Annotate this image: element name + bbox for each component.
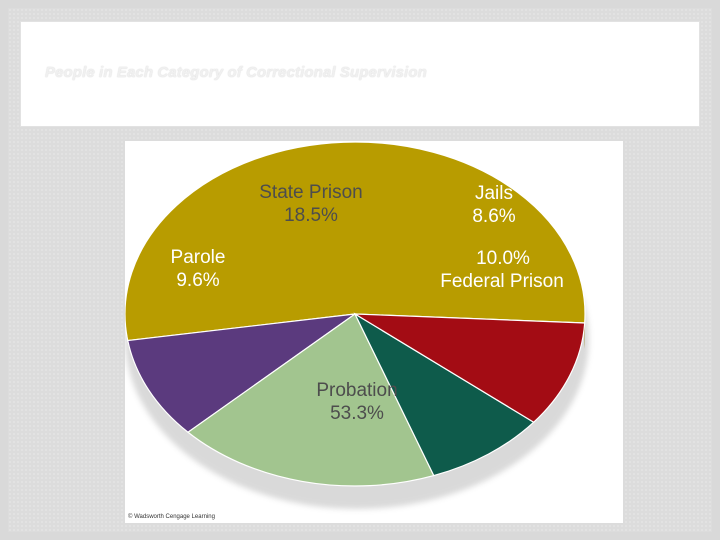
chart-panel: Jails 8.6% State Prison 18.5% Parole 9.6… xyxy=(125,141,623,523)
label-probation-value: 53.3% xyxy=(330,403,384,424)
pie-slices xyxy=(125,141,586,487)
pie-chart: Jails 8.6% State Prison 18.5% Parole 9.6… xyxy=(125,141,589,509)
label-parole-value: 9.6% xyxy=(176,270,219,291)
pie-slice-probation xyxy=(125,141,586,342)
label-probation-name: Probation xyxy=(316,380,397,401)
label-parole-name: Parole xyxy=(171,247,226,268)
label-jails-value: 8.6% xyxy=(472,206,515,227)
label-jails-name: Jails xyxy=(475,183,513,204)
label-federal-prison-value: 10.0% xyxy=(476,248,530,269)
pie-labels: Jails 8.6% State Prison 18.5% Parole 9.6… xyxy=(171,182,564,424)
slide-title: People in Each Category of Correctional … xyxy=(45,64,427,81)
credit-line: © Wadsworth Cengage Learning xyxy=(128,514,215,520)
pie-slice-federal-prison xyxy=(354,313,586,423)
title-band: People in Each Category of Correctional … xyxy=(20,21,700,127)
label-federal-prison-name: Federal Prison xyxy=(440,271,564,292)
label-state-prison-name: State Prison xyxy=(259,182,363,203)
label-state-prison-value: 18.5% xyxy=(284,205,338,226)
pie-slice-state-prison xyxy=(186,313,435,487)
pie-slice-jails xyxy=(353,312,535,477)
pie-slice-parole xyxy=(127,313,356,434)
